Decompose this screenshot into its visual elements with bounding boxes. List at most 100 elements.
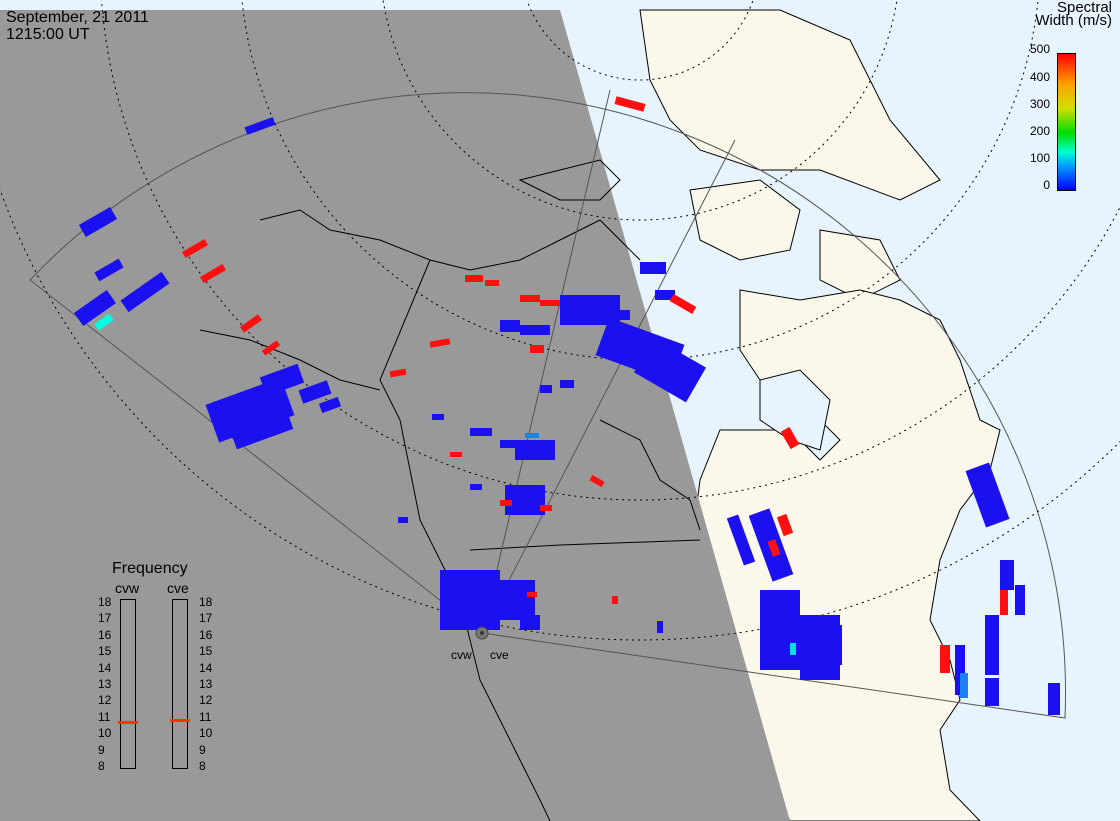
scatter-cell xyxy=(432,414,444,420)
frequency-scale-label: 8 xyxy=(199,759,206,773)
hudson-bay xyxy=(759,369,831,451)
scatter-cell xyxy=(465,275,483,282)
frequency-scale-label: 12 xyxy=(199,693,213,708)
scatter-cells xyxy=(74,96,1060,715)
scatter-cell xyxy=(199,263,227,284)
scatter-cell xyxy=(669,294,697,314)
scatter-cell xyxy=(470,428,492,436)
frequency-scale-label: 18 xyxy=(98,595,112,609)
scatter-cell xyxy=(1048,683,1060,715)
date-label: September, 21 2011 xyxy=(6,9,149,26)
colorbar-tick: 400 xyxy=(1029,70,1050,84)
scatter-cell xyxy=(767,539,781,557)
frequency-scale-label: 9 xyxy=(98,742,105,757)
frequency-scale-label: 13 xyxy=(98,677,112,691)
scatter-cell xyxy=(780,426,800,450)
scatter-cell xyxy=(485,280,499,286)
scatter-cell xyxy=(520,615,540,630)
scatter-cell xyxy=(640,262,666,274)
scatter-cell xyxy=(470,484,482,490)
scatter-cell xyxy=(828,625,842,665)
frequency-marker-cve xyxy=(170,719,190,723)
scatter-cell xyxy=(239,314,263,333)
frequency-title: Frequency xyxy=(112,560,188,577)
colorbar-tick: 500 xyxy=(1029,42,1050,56)
frequency-scale-label: 15 xyxy=(98,644,112,659)
scatter-cell xyxy=(429,338,451,348)
scatter-cell xyxy=(985,615,999,675)
scatter-cell xyxy=(389,368,407,378)
scatter-cell xyxy=(530,345,544,353)
scatter-cell xyxy=(398,517,408,523)
scatter-cell xyxy=(520,325,550,335)
night-coastlines xyxy=(199,159,701,821)
frequency-scale-label: 16 xyxy=(98,627,112,642)
scatter-cell xyxy=(1000,560,1014,590)
colorbar-tick: 300 xyxy=(1029,97,1050,111)
colorbar-tick: 100 xyxy=(1029,151,1050,165)
scatter-cell xyxy=(614,96,646,112)
frequency-column-cve xyxy=(172,599,188,769)
colorbar-tick: 0 xyxy=(1043,178,1050,192)
frequency-radar-cve: cve xyxy=(167,580,189,596)
scatter-cell xyxy=(955,645,965,695)
frequency-marker-cvw xyxy=(118,720,138,724)
scatter-cell xyxy=(776,513,794,537)
scatter-cell xyxy=(440,570,500,630)
scatter-cell xyxy=(1000,590,1008,615)
scatter-cell xyxy=(655,290,675,300)
scatter-cell xyxy=(612,596,618,604)
radar-beam-line-2 xyxy=(481,139,736,634)
colorbar-title-line2: Width (m/s) xyxy=(1035,12,1112,29)
scatter-cell xyxy=(589,474,605,488)
scatter-cell xyxy=(515,440,555,460)
frequency-scale-label: 17 xyxy=(199,611,213,626)
scatter-cell xyxy=(520,295,540,302)
scatter-cell xyxy=(560,380,574,388)
day-land xyxy=(639,9,1001,821)
frequency-scale-label: 11 xyxy=(98,709,111,724)
scatter-cell xyxy=(760,590,800,670)
scatter-cell xyxy=(985,678,999,706)
scatter-cell xyxy=(259,363,305,397)
scatter-cell xyxy=(965,462,1010,528)
scatter-cell xyxy=(500,500,512,506)
time-label: 1215:00 UT xyxy=(6,26,90,43)
frequency-scale-label: 12 xyxy=(98,693,112,708)
night-region xyxy=(0,10,790,821)
scatter-cell xyxy=(940,645,950,673)
scatter-cell xyxy=(657,621,663,633)
scatter-cell xyxy=(495,580,535,620)
scatter-cell xyxy=(450,452,462,457)
frequency-scale-label: 13 xyxy=(199,677,213,691)
frequency-radar-cvw: cvw xyxy=(115,580,140,596)
site-label-cve: cve xyxy=(490,648,509,662)
scatter-cell xyxy=(94,258,124,282)
scatter-cell xyxy=(78,206,118,238)
scatter-cell xyxy=(726,514,756,566)
scatter-cell xyxy=(634,337,706,403)
frequency-scale-label: 9 xyxy=(199,742,206,757)
scatter-cell xyxy=(500,320,520,332)
scatter-cell xyxy=(318,396,342,414)
latitude-grid xyxy=(0,0,1120,641)
scatter-cell xyxy=(94,313,114,331)
scatter-cell xyxy=(261,340,281,356)
frequency-scale-label: 11 xyxy=(199,709,212,724)
scatter-cell xyxy=(181,238,209,259)
scatter-cell xyxy=(120,271,170,313)
frequency-scale-label: 18 xyxy=(199,595,213,609)
scatter-cell xyxy=(74,289,116,327)
scatter-cell xyxy=(226,400,294,450)
scatter-cell xyxy=(298,380,332,404)
frequency-scale-label: 8 xyxy=(98,759,105,773)
scatter-cell xyxy=(527,592,537,597)
scatter-cell xyxy=(790,643,796,655)
scatter-cell xyxy=(525,433,539,438)
radar-beam-line-1 xyxy=(481,89,611,634)
scatter-cell xyxy=(960,673,968,698)
frequency-scale-label: 16 xyxy=(199,627,213,642)
site-label-cvw: cvw xyxy=(451,648,472,662)
